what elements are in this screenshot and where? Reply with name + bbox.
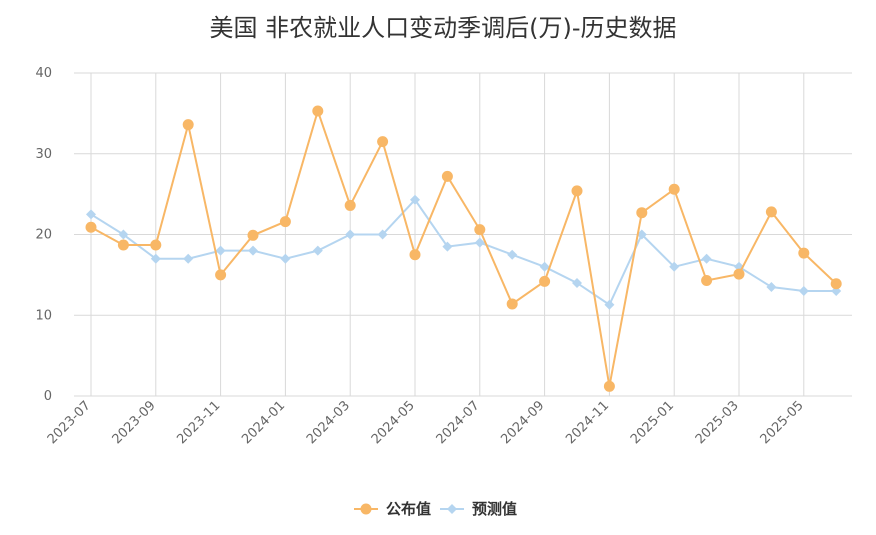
legend-marker: [447, 504, 457, 514]
data-point[interactable]: [312, 245, 323, 256]
x-tick-label: 2023-09: [110, 398, 159, 447]
legend-marker: [360, 503, 372, 515]
data-point[interactable]: [636, 229, 647, 240]
data-point[interactable]: [150, 253, 161, 264]
series-line: [90, 107, 837, 387]
data-point[interactable]: [830, 278, 842, 290]
y-tick-label: 20: [35, 228, 52, 243]
data-point[interactable]: [668, 183, 680, 195]
data-point[interactable]: [377, 229, 388, 240]
data-point[interactable]: [312, 105, 324, 117]
data-point[interactable]: [798, 247, 810, 259]
data-point[interactable]: [572, 277, 582, 288]
data-point[interactable]: [215, 269, 227, 281]
legend[interactable]: 公布值 预测值: [354, 500, 517, 518]
data-point[interactable]: [86, 209, 96, 220]
x-tick-label: 2025-01: [628, 398, 677, 447]
y-tick-label: 30: [35, 147, 52, 162]
data-point[interactable]: [85, 221, 97, 233]
data-point[interactable]: [604, 299, 615, 310]
x-tick-label: 2024-07: [434, 398, 483, 447]
x-tick-label: 2025-05: [758, 398, 807, 447]
data-point[interactable]: [345, 229, 356, 240]
data-point[interactable]: [603, 380, 615, 392]
x-tick-label: 2023-11: [174, 398, 223, 447]
grid-lines: [74, 72, 852, 397]
data-point[interactable]: [215, 245, 226, 256]
data-point[interactable]: [117, 239, 129, 251]
data-point[interactable]: [539, 261, 550, 272]
x-tick-label: 2023-07: [45, 398, 94, 447]
data-point[interactable]: [182, 119, 194, 131]
legend-label: 预测值: [472, 500, 517, 518]
y-tick-label: 10: [35, 308, 52, 323]
data-point[interactable]: [765, 206, 777, 218]
data-point[interactable]: [183, 253, 194, 264]
x-tick-label: 2024-11: [563, 398, 612, 447]
data-point[interactable]: [409, 249, 421, 261]
data-point[interactable]: [118, 229, 129, 240]
legend-item-1[interactable]: 预测值: [440, 500, 517, 518]
x-tick-label: 2024-03: [304, 398, 353, 447]
data-point[interactable]: [441, 170, 453, 182]
data-point[interactable]: [247, 229, 259, 241]
y-tick-label: 0: [44, 389, 52, 404]
series-0: [85, 105, 842, 392]
data-point[interactable]: [669, 261, 680, 272]
data-point[interactable]: [410, 194, 420, 205]
x-axis-ticks: 2023-07 2023-09 2023-11 2024-01 2024-03 2024-…: [45, 398, 807, 447]
series-1: [86, 194, 842, 310]
data-point[interactable]: [701, 253, 712, 264]
data-point[interactable]: [798, 286, 809, 297]
data-point[interactable]: [539, 275, 551, 287]
data-point[interactable]: [507, 249, 518, 260]
data-point[interactable]: [733, 268, 745, 280]
data-point[interactable]: [474, 237, 485, 248]
x-tick-label: 2025-03: [693, 398, 742, 447]
data-point[interactable]: [506, 298, 518, 310]
series-line: [90, 198, 837, 307]
chart-title: 美国 非农就业人口变动季调后(万)-历史数据: [209, 14, 676, 42]
data-point[interactable]: [344, 199, 356, 211]
data-point[interactable]: [571, 185, 583, 197]
y-tick-label: 40: [35, 66, 52, 81]
y-axis-ticks: 0 10 20 30 40: [35, 66, 52, 404]
data-point[interactable]: [474, 224, 486, 236]
legend-item-0[interactable]: 公布值: [354, 500, 431, 518]
data-point[interactable]: [280, 253, 291, 264]
x-tick-label: 2024-05: [369, 398, 418, 447]
data-point[interactable]: [248, 245, 258, 256]
data-point[interactable]: [442, 241, 453, 252]
x-tick-label: 2024-09: [498, 398, 547, 447]
data-point[interactable]: [701, 275, 713, 287]
data-point[interactable]: [150, 239, 162, 251]
series-group: [85, 105, 842, 392]
data-point[interactable]: [766, 281, 777, 292]
data-point[interactable]: [636, 207, 648, 219]
x-tick-label: 2024-01: [239, 398, 288, 447]
legend-label: 公布值: [386, 500, 431, 518]
data-point[interactable]: [377, 136, 389, 148]
data-point[interactable]: [279, 216, 291, 228]
